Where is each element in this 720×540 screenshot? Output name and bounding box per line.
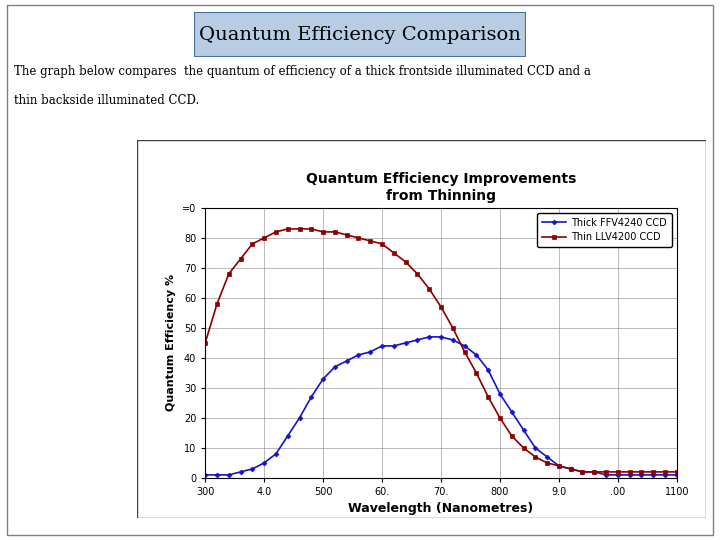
Thick FFV4240 CCD	[637, 471, 646, 478]
Thin LLV4200 CCD	[472, 370, 481, 376]
Thin LLV4200 CCD	[295, 226, 304, 232]
Thick FFV4240 CCD	[449, 336, 457, 343]
Thick FFV4240 CCD	[613, 471, 622, 478]
Thick FFV4240 CCD	[284, 433, 292, 439]
Thin LLV4200 CCD	[637, 469, 646, 475]
Thick FFV4240 CCD	[519, 427, 528, 433]
Thin LLV4200 CCD	[366, 238, 374, 244]
Thick FFV4240 CCD	[626, 471, 634, 478]
Thin LLV4200 CCD	[401, 259, 410, 265]
Thick FFV4240 CCD	[531, 444, 540, 451]
Thin LLV4200 CCD	[354, 235, 363, 241]
Thick FFV4240 CCD	[484, 367, 492, 373]
FancyBboxPatch shape	[137, 140, 706, 518]
Thick FFV4240 CCD	[319, 376, 328, 382]
Thin LLV4200 CCD	[225, 271, 233, 277]
Thick FFV4240 CCD	[401, 340, 410, 346]
Thin LLV4200 CCD	[590, 469, 598, 475]
Thin LLV4200 CCD	[436, 303, 445, 310]
Thick FFV4240 CCD	[201, 471, 210, 478]
Thick FFV4240 CCD	[271, 451, 280, 457]
Thick FFV4240 CCD	[260, 460, 269, 466]
Thin LLV4200 CCD	[390, 249, 398, 256]
Thin LLV4200 CCD	[602, 469, 611, 475]
Thin LLV4200 CCD	[531, 454, 540, 460]
Thin LLV4200 CCD	[425, 286, 433, 292]
Text: Quantum Efficiency Comparison: Quantum Efficiency Comparison	[199, 25, 521, 44]
Thin LLV4200 CCD	[307, 226, 315, 232]
Thin LLV4200 CCD	[661, 469, 670, 475]
Thin LLV4200 CCD	[236, 255, 245, 262]
Thick FFV4240 CCD	[590, 469, 598, 475]
Thin LLV4200 CCD	[343, 232, 351, 238]
Thick FFV4240 CCD	[354, 352, 363, 358]
Thin LLV4200 CCD	[578, 469, 587, 475]
Y-axis label: Quantum Efficiency %: Quantum Efficiency %	[166, 274, 176, 411]
Thick FFV4240 CCD	[649, 471, 657, 478]
Legend: Thick FFV4240 CCD, Thin LLV4200 CCD: Thick FFV4240 CCD, Thin LLV4200 CCD	[537, 213, 672, 247]
Thin LLV4200 CCD	[672, 469, 681, 475]
Thick FFV4240 CCD	[343, 357, 351, 364]
Thick FFV4240 CCD	[330, 363, 339, 370]
Thin LLV4200 CCD	[495, 415, 504, 421]
Thick FFV4240 CCD	[460, 343, 469, 349]
Thin LLV4200 CCD	[260, 235, 269, 241]
Thin LLV4200 CCD	[649, 469, 657, 475]
Thin LLV4200 CCD	[554, 463, 563, 469]
Thick FFV4240 CCD	[602, 471, 611, 478]
Thin LLV4200 CCD	[567, 465, 575, 472]
Thin LLV4200 CCD	[378, 241, 387, 247]
Thin LLV4200 CCD	[248, 241, 257, 247]
Thick FFV4240 CCD	[436, 334, 445, 340]
Thin LLV4200 CCD	[484, 394, 492, 400]
Thick FFV4240 CCD	[578, 469, 587, 475]
Thin LLV4200 CCD	[449, 325, 457, 331]
Thick FFV4240 CCD	[543, 454, 552, 460]
Thin LLV4200 CCD	[519, 444, 528, 451]
Text: The graph below compares  the quantum of efficiency of a thick frontside illumin: The graph below compares the quantum of …	[14, 65, 591, 78]
Thick FFV4240 CCD	[554, 463, 563, 469]
Title: Quantum Efficiency Improvements
from Thinning: Quantum Efficiency Improvements from Thi…	[306, 172, 576, 202]
Thick FFV4240 CCD	[413, 336, 422, 343]
Thick FFV4240 CCD	[425, 334, 433, 340]
Thin LLV4200 CCD	[613, 469, 622, 475]
Thin LLV4200 CCD	[319, 228, 328, 235]
Line: Thin LLV4200 CCD: Thin LLV4200 CCD	[204, 227, 678, 474]
Thin LLV4200 CCD	[212, 301, 221, 307]
Thick FFV4240 CCD	[672, 471, 681, 478]
Line: Thick FFV4240 CCD: Thick FFV4240 CCD	[204, 335, 678, 477]
Thick FFV4240 CCD	[236, 469, 245, 475]
Thick FFV4240 CCD	[248, 465, 257, 472]
Thin LLV4200 CCD	[271, 228, 280, 235]
Thin LLV4200 CCD	[284, 226, 292, 232]
Thick FFV4240 CCD	[495, 390, 504, 397]
Thin LLV4200 CCD	[460, 349, 469, 355]
Thick FFV4240 CCD	[366, 349, 374, 355]
Thin LLV4200 CCD	[330, 228, 339, 235]
Thick FFV4240 CCD	[661, 471, 670, 478]
Thin LLV4200 CCD	[413, 271, 422, 277]
X-axis label: Wavelength (Nanometres): Wavelength (Nanometres)	[348, 503, 534, 516]
Thin LLV4200 CCD	[626, 469, 634, 475]
Thick FFV4240 CCD	[508, 409, 516, 415]
Thin LLV4200 CCD	[508, 433, 516, 439]
Thick FFV4240 CCD	[378, 343, 387, 349]
Thin LLV4200 CCD	[543, 460, 552, 466]
Thick FFV4240 CCD	[212, 471, 221, 478]
Thick FFV4240 CCD	[390, 343, 398, 349]
Thick FFV4240 CCD	[472, 352, 481, 358]
Thick FFV4240 CCD	[567, 465, 575, 472]
Thick FFV4240 CCD	[225, 471, 233, 478]
Thick FFV4240 CCD	[295, 415, 304, 421]
FancyBboxPatch shape	[194, 12, 526, 57]
Thick FFV4240 CCD	[307, 394, 315, 400]
Text: thin backside illuminated CCD.: thin backside illuminated CCD.	[14, 94, 199, 107]
Thin LLV4200 CCD	[201, 340, 210, 346]
